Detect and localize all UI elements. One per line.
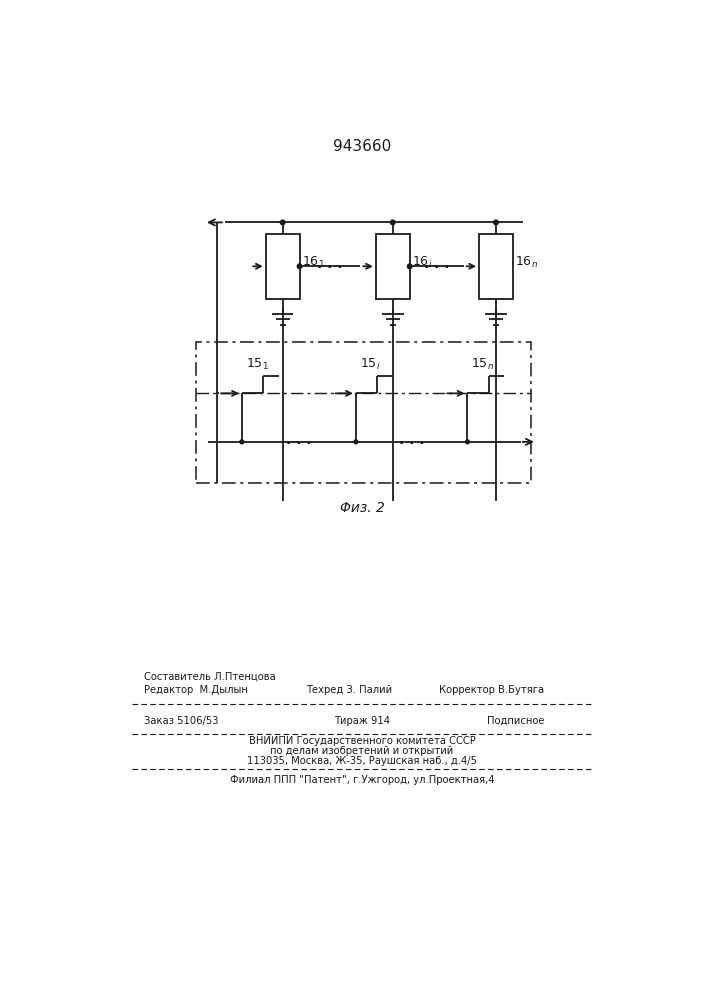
- Text: по делам изобретений и открытий: по делам изобретений и открытий: [270, 746, 454, 756]
- Circle shape: [297, 264, 302, 269]
- Text: Составитель Л.Птенцова: Составитель Л.Птенцова: [144, 672, 276, 682]
- Text: Заказ 5106/53: Заказ 5106/53: [144, 716, 218, 726]
- Text: 943660: 943660: [333, 139, 391, 154]
- Circle shape: [493, 220, 498, 225]
- Text: . . .: . . .: [424, 257, 450, 271]
- Text: Подписное: Подписное: [487, 716, 544, 726]
- Text: . . .: . . .: [317, 257, 343, 271]
- Text: $15_i$: $15_i$: [360, 357, 380, 372]
- Text: Редактор  М.Дылын: Редактор М.Дылын: [144, 685, 248, 695]
- Text: . . .: . . .: [286, 433, 312, 447]
- Text: $16_1$: $16_1$: [302, 255, 325, 270]
- Text: 113035, Москва, Ж-35, Раушская наб., д.4/5: 113035, Москва, Ж-35, Раушская наб., д.4…: [247, 756, 477, 766]
- Text: . . .: . . .: [399, 433, 424, 447]
- Text: Корректор В.Бутяга: Корректор В.Бутяга: [439, 685, 544, 695]
- Text: $15_n$: $15_n$: [472, 357, 494, 372]
- Text: Φиз. 2: Φиз. 2: [339, 501, 385, 515]
- Text: ВНИИПИ Государственного комитета СССР: ВНИИПИ Государственного комитета СССР: [249, 736, 475, 746]
- Bar: [266, 234, 300, 299]
- Text: Филиал ППП "Патент", г.Ужгород, ул.Проектная,4: Филиал ППП "Патент", г.Ужгород, ул.Проек…: [230, 775, 494, 785]
- Circle shape: [465, 440, 469, 444]
- Circle shape: [354, 440, 358, 444]
- Text: $16_i$: $16_i$: [412, 255, 433, 270]
- Circle shape: [390, 220, 395, 225]
- Circle shape: [281, 220, 285, 225]
- Text: $16_n$: $16_n$: [515, 255, 538, 270]
- Circle shape: [407, 264, 412, 269]
- Text: Техред З. Палий: Техред З. Палий: [305, 685, 392, 695]
- Text: Тираж 914: Тираж 914: [334, 716, 390, 726]
- Circle shape: [240, 440, 244, 444]
- Text: $15_1$: $15_1$: [246, 357, 269, 372]
- Bar: [479, 234, 513, 299]
- Bar: [376, 234, 409, 299]
- Bar: [197, 342, 530, 483]
